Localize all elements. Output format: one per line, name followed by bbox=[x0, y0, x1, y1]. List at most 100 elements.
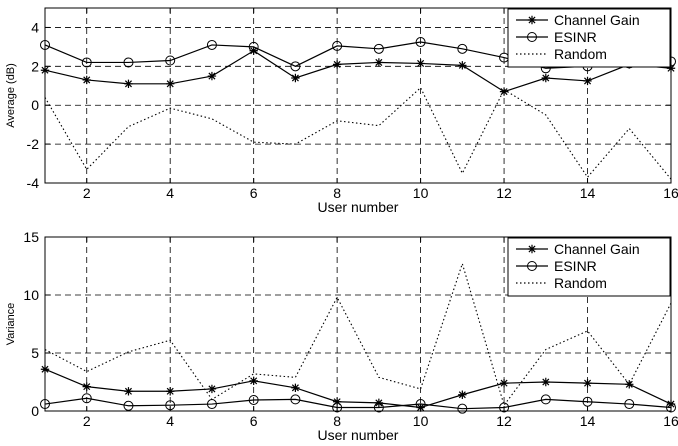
average-esinr-point-2 bbox=[81, 57, 92, 68]
variance-series-channel-gain bbox=[40, 365, 676, 412]
average-x-tick-label-12: 12 bbox=[496, 185, 512, 201]
variance-x-tick-label-14: 14 bbox=[580, 413, 596, 429]
average-channel-gain-point-13 bbox=[541, 73, 550, 83]
variance-esinr-point-7 bbox=[290, 394, 301, 405]
average-channel-gain-point-11 bbox=[458, 61, 467, 70]
variance-x-tick-label-16: 16 bbox=[663, 413, 678, 429]
variance-esinr-point-9 bbox=[373, 402, 384, 413]
variance-esinr-point-2 bbox=[81, 393, 92, 404]
variance-channel-gain-point-6 bbox=[249, 376, 258, 386]
average-y-axis-label: Average (dB) bbox=[5, 63, 17, 128]
average-esinr-point-10 bbox=[415, 37, 426, 48]
average-legend-marker-channel-gain bbox=[527, 15, 537, 25]
variance-channel-gain-point-4 bbox=[166, 387, 175, 396]
variance-esinr-point-13 bbox=[540, 394, 551, 405]
variance-y-tick-label-10: 10 bbox=[23, 287, 39, 303]
variance-channel-gain-point-13 bbox=[541, 377, 550, 387]
variance-y-tick-label-15: 15 bbox=[23, 229, 39, 245]
variance-esinr-point-15 bbox=[624, 399, 635, 410]
average-channel-gain-point-6 bbox=[249, 46, 258, 55]
variance-x-tick-label-4: 4 bbox=[166, 413, 174, 429]
variance-x-tick-label-2: 2 bbox=[83, 413, 91, 429]
average-series-random bbox=[44, 86, 672, 180]
variance-channel-gain-point-3 bbox=[124, 387, 133, 396]
average-plot-frame bbox=[44, 7, 672, 184]
variance-channel-gain-point-12 bbox=[499, 378, 509, 388]
average-y-tick-label--4: -4 bbox=[27, 175, 40, 191]
average-esinr-point-9 bbox=[373, 43, 384, 54]
variance-x-tick-label-6: 6 bbox=[250, 413, 258, 429]
variance-series-esinr bbox=[40, 393, 676, 414]
variance-channel-gain-point-10 bbox=[416, 403, 425, 412]
variance-y-tick-label-5: 5 bbox=[31, 345, 39, 361]
average-channel-gain-point-10 bbox=[416, 59, 425, 68]
average-x-tick-label-16: 16 bbox=[663, 185, 678, 201]
variance-channel-gain-point-15 bbox=[625, 380, 634, 389]
average-legend-label-esinr: ESINR bbox=[554, 29, 597, 45]
variance-esinr-point-6 bbox=[248, 394, 259, 405]
average-esinr-point-7 bbox=[290, 61, 301, 72]
variance-legend-box bbox=[507, 237, 671, 297]
variance-legend-label-random: Random bbox=[554, 275, 607, 291]
average-esinr-point-8 bbox=[332, 40, 343, 51]
average-series-channel-gain bbox=[40, 46, 676, 96]
variance-esinr-point-16 bbox=[666, 402, 676, 413]
average-x-tick-label-8: 8 bbox=[333, 185, 341, 201]
variance-x-tick-label-10: 10 bbox=[413, 413, 429, 429]
average-channel-gain-point-9 bbox=[374, 58, 384, 67]
variance-channel-gain-line bbox=[44, 368, 672, 409]
average-channel-gain-point-7 bbox=[291, 73, 300, 83]
variance-channel-gain-point-14 bbox=[583, 378, 592, 388]
average-legend-label-random: Random bbox=[554, 46, 607, 62]
variance-y-tick-label-0: 0 bbox=[31, 403, 39, 419]
average-channel-gain-point-4 bbox=[166, 79, 175, 89]
average-channel-gain-point-8 bbox=[332, 60, 342, 69]
average-x-tick-label-6: 6 bbox=[250, 185, 258, 201]
variance-esinr-point-11 bbox=[457, 403, 468, 414]
variance-esinr-point-4 bbox=[165, 400, 176, 411]
variance-channel-gain-point-5 bbox=[207, 384, 217, 394]
average-y-tick-label-2: 2 bbox=[31, 58, 39, 74]
variance-legend-marker-esinr bbox=[527, 261, 537, 271]
average-chart: 2 4 6 8 10 12 14 16 -4 -2 0 2 4 User number Average … bbox=[5, 7, 678, 215]
average-tick-labels: 2 4 6 8 10 12 14 16 -4 -2 0 2 4 bbox=[27, 8, 678, 201]
variance-channel-gain-point-11 bbox=[458, 390, 467, 399]
variance-channel-gain-point-8 bbox=[332, 397, 342, 406]
average-esinr-point-3 bbox=[123, 57, 134, 68]
variance-esinr-point-1 bbox=[40, 399, 50, 410]
variance-channel-gain-point-1 bbox=[40, 365, 50, 374]
average-x-tick-label-4: 4 bbox=[166, 185, 174, 201]
average-channel-gain-point-14 bbox=[583, 76, 592, 86]
average-legend-box bbox=[507, 8, 671, 68]
average-x-tick-label-10: 10 bbox=[413, 185, 429, 201]
average-esinr-point-11 bbox=[457, 43, 468, 54]
variance-x-tick-label-12: 12 bbox=[496, 413, 512, 429]
variance-esinr-point-3 bbox=[123, 400, 134, 411]
variance-plot-frame bbox=[44, 236, 672, 412]
average-y-tick-label--2: -2 bbox=[27, 136, 40, 152]
average-y-tick-label-0: 0 bbox=[31, 97, 39, 113]
variance-esinr-point-10 bbox=[415, 399, 426, 410]
variance-channel-gain-point-2 bbox=[82, 382, 91, 391]
variance-esinr-point-12 bbox=[499, 402, 510, 413]
variance-esinr-point-8 bbox=[332, 402, 343, 413]
average-y-tick-label-4: 4 bbox=[31, 19, 39, 35]
average-channel-gain-point-12 bbox=[499, 87, 509, 96]
average-channel-gain-point-5 bbox=[207, 71, 217, 81]
average-esinr-point-4 bbox=[165, 55, 176, 66]
average-x-tick-label-2: 2 bbox=[83, 185, 91, 201]
variance-legend-marker-channel-gain bbox=[527, 244, 537, 254]
variance-esinr-point-14 bbox=[582, 396, 593, 407]
variance-x-tick-label-8: 8 bbox=[333, 413, 341, 429]
variance-legend-label-channel-gain: Channel Gain bbox=[554, 241, 640, 257]
average-esinr-point-5 bbox=[206, 39, 217, 50]
variance-channel-gain-point-7 bbox=[291, 383, 300, 392]
average-channel-gain-point-1 bbox=[40, 66, 50, 75]
variance-y-axis-label: Variance bbox=[5, 303, 17, 346]
average-channel-gain-line bbox=[44, 50, 672, 93]
average-legend-marker-esinr bbox=[527, 32, 537, 42]
